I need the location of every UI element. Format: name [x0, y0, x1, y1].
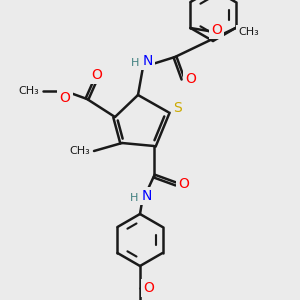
- Text: O: O: [211, 23, 222, 37]
- Text: O: O: [92, 68, 102, 82]
- Text: CH₃: CH₃: [70, 146, 90, 156]
- Text: S: S: [174, 101, 182, 115]
- Text: CH₃: CH₃: [19, 86, 39, 96]
- Text: N: N: [142, 189, 152, 203]
- Text: O: O: [186, 72, 196, 86]
- Text: H: H: [130, 193, 138, 203]
- Text: O: O: [144, 281, 154, 295]
- Text: N: N: [143, 54, 153, 68]
- Text: CH₃: CH₃: [238, 27, 259, 37]
- Text: O: O: [178, 177, 189, 191]
- Text: O: O: [60, 91, 70, 105]
- Text: H: H: [131, 58, 139, 68]
